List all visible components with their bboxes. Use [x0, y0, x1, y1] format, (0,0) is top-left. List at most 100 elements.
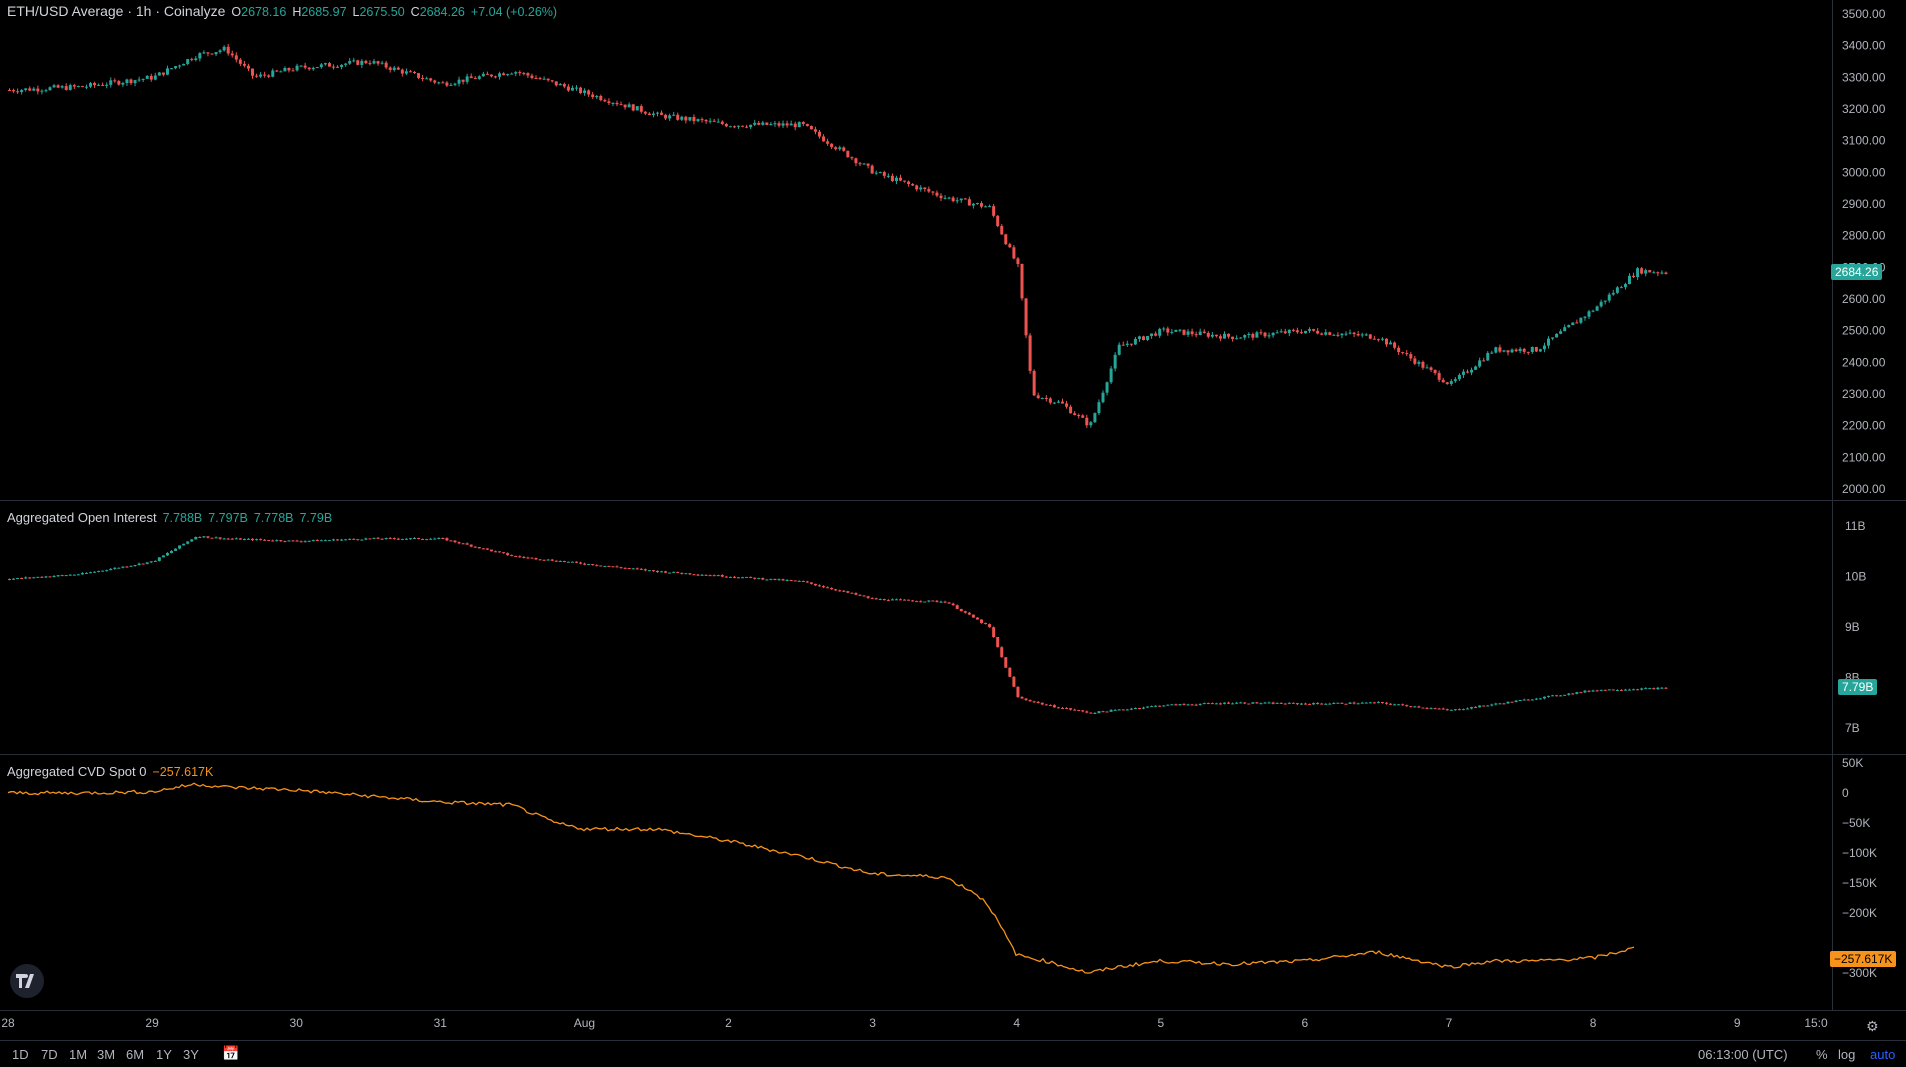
gear-icon[interactable]: ⚙ — [1866, 1018, 1879, 1034]
candle-body — [1579, 692, 1583, 694]
candle-body — [263, 539, 267, 541]
candle-body — [1579, 317, 1583, 323]
candle-body — [1283, 703, 1287, 705]
candle-body — [1352, 702, 1356, 704]
candle-body — [643, 569, 647, 571]
candle-body — [299, 541, 303, 543]
candle-body — [1397, 704, 1401, 706]
candle-body — [1210, 334, 1214, 337]
candle-body — [538, 78, 542, 80]
candle-body — [1482, 705, 1486, 707]
candle-body — [1615, 690, 1619, 692]
candle-body — [724, 576, 728, 578]
candle-body — [1660, 272, 1664, 274]
candle-body — [591, 94, 595, 98]
cvd-y-tick: 0 — [1842, 786, 1849, 800]
candle-body — [1413, 358, 1417, 364]
candle-body — [607, 101, 611, 104]
candle-body — [1052, 705, 1056, 708]
candle-body — [591, 564, 595, 566]
candle-body — [1340, 333, 1344, 336]
candle-body — [692, 116, 696, 122]
candle-body — [878, 599, 882, 601]
candle-body — [684, 573, 688, 575]
candle-body — [226, 46, 230, 54]
candle-body — [1182, 329, 1186, 335]
oi-open: 7.788B — [162, 511, 203, 525]
tradingview-logo-icon[interactable] — [10, 964, 44, 998]
candle-body — [558, 561, 562, 563]
candle-body — [1113, 354, 1117, 369]
candle-body — [587, 90, 591, 95]
candle-body — [20, 577, 24, 579]
candle-body — [1425, 367, 1429, 369]
candle-body — [554, 560, 558, 562]
candle-body — [327, 540, 331, 542]
candle-body — [340, 539, 344, 541]
calendar-icon[interactable]: 📅 — [222, 1045, 240, 1061]
candle-body — [437, 537, 441, 539]
candle-body — [1052, 402, 1056, 404]
candle-body — [1417, 706, 1421, 708]
candle-body — [761, 578, 765, 580]
candle-body — [943, 601, 947, 603]
range-3m-button[interactable]: 3M — [97, 1047, 116, 1062]
candle-body — [1133, 708, 1137, 710]
range-7d-button[interactable]: 7D — [41, 1047, 58, 1062]
candle-body — [1324, 703, 1328, 705]
candle-body — [1210, 703, 1214, 705]
candle-body — [1470, 707, 1474, 709]
candle-body — [518, 556, 522, 558]
candle-body — [1154, 705, 1158, 707]
candle-body — [882, 172, 886, 176]
candle-body — [1376, 339, 1380, 341]
range-3y-button[interactable]: 3Y — [183, 1047, 199, 1062]
candle-body — [101, 570, 105, 572]
candle-body — [1551, 695, 1555, 697]
candle-body — [267, 539, 271, 541]
candle-body — [846, 591, 850, 593]
candle-body — [1113, 709, 1117, 711]
candle-body — [1506, 350, 1510, 353]
candle-body — [882, 599, 886, 601]
oi-y-tick: 7B — [1845, 721, 1860, 735]
price-y-tick: 2300.00 — [1842, 387, 1886, 401]
candle-body — [1542, 696, 1546, 699]
chart-area[interactable]: 3500.00 3400.00 3300.00 3200.00 3100.00 3000.… — [0, 0, 1906, 1040]
candle-body — [1320, 703, 1324, 705]
candle-body — [372, 61, 376, 64]
l-value: 2675.50 — [359, 5, 405, 19]
candle-body — [1490, 352, 1494, 354]
candle-body — [809, 125, 813, 130]
candle-body — [291, 70, 295, 72]
candle-body — [1214, 703, 1218, 705]
candle-body — [542, 559, 546, 561]
x-tick-label: Aug — [574, 1016, 595, 1030]
candle-body — [619, 104, 623, 106]
candle-body — [1611, 689, 1615, 691]
percent-scale-button[interactable]: % — [1816, 1047, 1828, 1062]
candle-body — [315, 539, 319, 541]
range-6m-button[interactable]: 6M — [126, 1047, 145, 1062]
range-1y-button[interactable]: 1Y — [156, 1047, 172, 1062]
candle-body — [1150, 333, 1154, 337]
candle-body — [530, 557, 534, 559]
candle-body — [696, 119, 700, 122]
auto-scale-button[interactable]: auto — [1870, 1047, 1896, 1062]
candle-body — [1275, 702, 1279, 704]
candle-body — [818, 131, 821, 137]
candle-body — [413, 537, 416, 539]
candle-body — [1271, 332, 1275, 336]
candle-body — [214, 52, 218, 55]
candle-body — [242, 63, 246, 66]
log-scale-button[interactable]: log — [1838, 1047, 1856, 1062]
candle-body — [129, 565, 133, 567]
cvd-line — [7, 782, 1635, 974]
range-1d-button[interactable]: 1D — [12, 1047, 29, 1062]
timezone-label[interactable]: 06:13:00 (UTC) — [1698, 1047, 1788, 1062]
range-1m-button[interactable]: 1M — [69, 1047, 88, 1062]
candle-body — [1218, 703, 1222, 705]
candle-body — [473, 78, 477, 80]
candle-body — [429, 78, 433, 81]
candle-body — [899, 599, 902, 601]
